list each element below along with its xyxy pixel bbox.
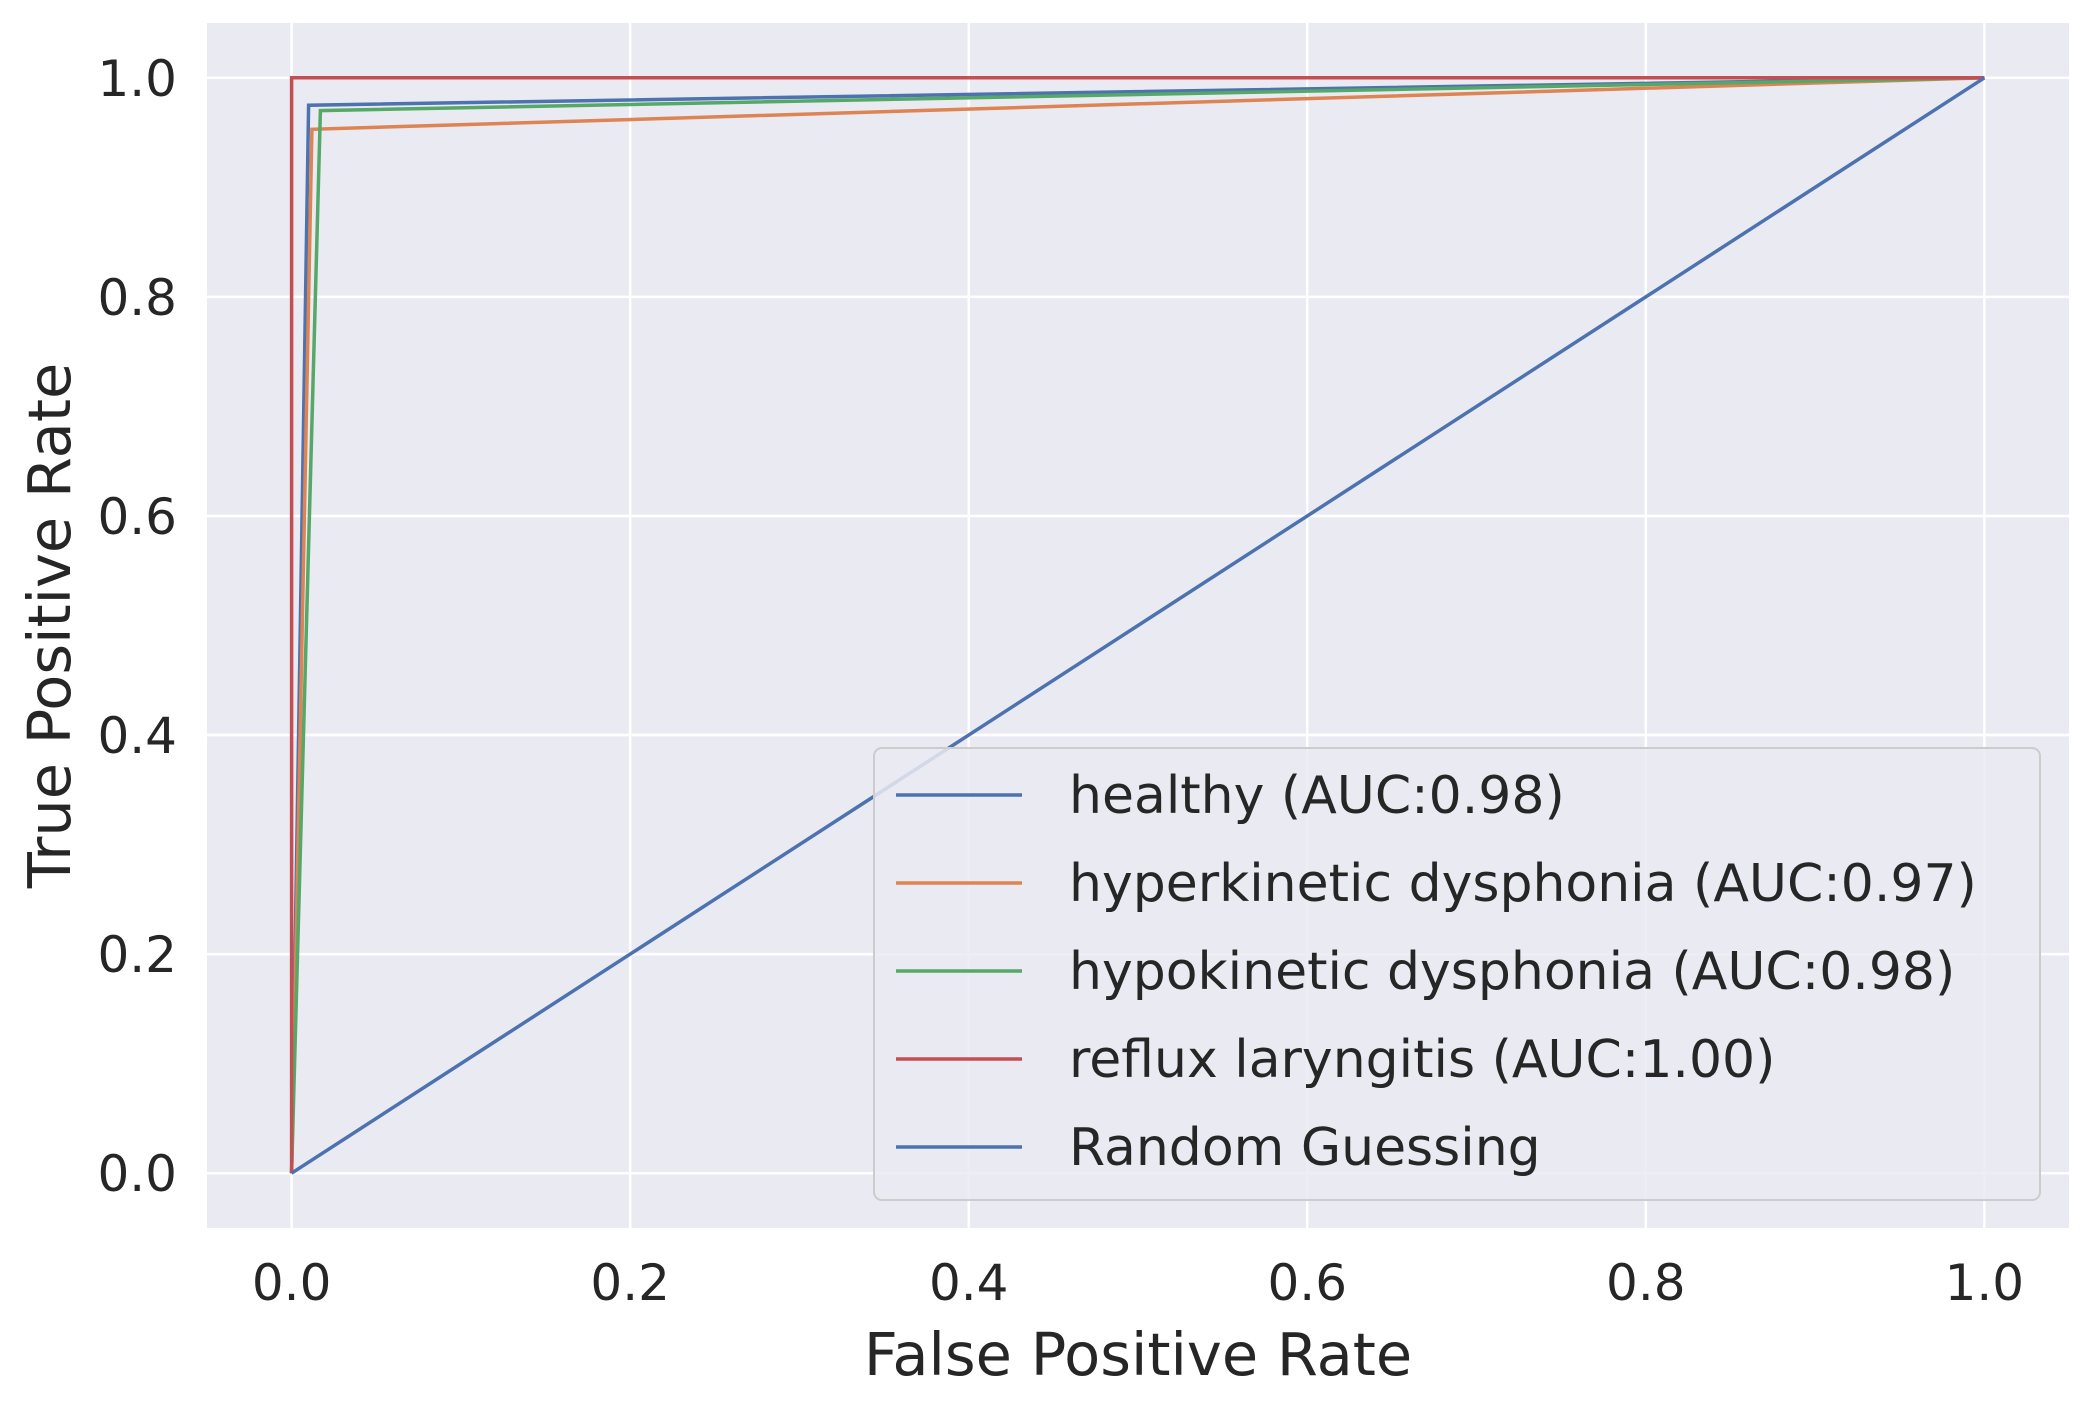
series-line-2 <box>289 76 1985 1174</box>
tick-labels: 0.0 0.2 0.4 0.6 0.8 1.0 0.0 0.2 0.4 0.6 0.8 1.0 <box>97 50 2024 1312</box>
x-tick-label: 0.8 <box>1606 1254 1686 1312</box>
legend-label-1: hyperkinetic dysphonia (AUC:0.97) <box>1069 854 1977 914</box>
legend-box <box>873 747 2041 1201</box>
series-line-4 <box>290 76 1986 1175</box>
series-lines <box>289 76 1986 1175</box>
x-tick-label: 1.0 <box>1945 1254 2025 1312</box>
series-line-1 <box>289 76 1985 1174</box>
y-tick-label: 0.4 <box>97 707 177 765</box>
legend: healthy (AUC:0.98) hyperkinetic dysphonia… <box>873 747 2041 1201</box>
y-tick-label: 0.2 <box>97 926 177 984</box>
y-tick-label: 0.8 <box>97 269 177 327</box>
y-tick-label: 1.0 <box>97 50 177 108</box>
x-tick-label: 0.4 <box>929 1254 1009 1312</box>
grid-lines <box>207 23 2069 1228</box>
x-tick-label: 0.0 <box>252 1254 332 1312</box>
legend-label-4: Random Guessing <box>1069 1118 1541 1178</box>
legend-label-3: reflux laryngitis (AUC:1.00) <box>1069 1030 1775 1090</box>
x-tick-label: 0.6 <box>1268 1254 1348 1312</box>
series-line-3 <box>289 76 1985 1174</box>
legend-label-0: healthy (AUC:0.98) <box>1069 766 1565 826</box>
x-axis-label: False Positive Rate <box>864 1320 1412 1389</box>
y-axis-label: True Positive Rate <box>15 363 84 890</box>
y-tick-label: 0.0 <box>97 1145 177 1203</box>
x-tick-label: 0.2 <box>590 1254 670 1312</box>
y-tick-label: 0.6 <box>97 488 177 546</box>
legend-label-2: hypokinetic dysphonia (AUC:0.98) <box>1069 942 1955 1002</box>
